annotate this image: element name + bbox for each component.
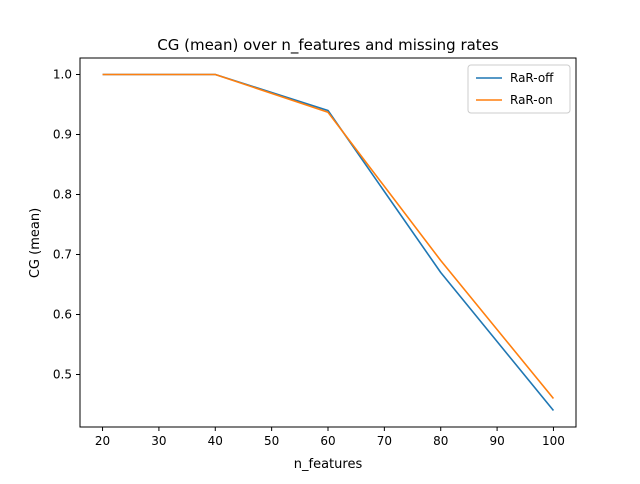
y-axis-label: CG (mean) xyxy=(28,208,43,278)
legend-label-rar-on: RaR-on xyxy=(510,93,553,107)
x-tick-label: 20 xyxy=(95,434,110,448)
x-tick-label: 70 xyxy=(377,434,392,448)
y-tick-label: 0.7 xyxy=(53,248,72,262)
series-lines xyxy=(102,73,555,412)
x-axis-label: n_features xyxy=(294,457,363,472)
y-tick-label: 0.5 xyxy=(53,368,72,382)
x-tick-label: 80 xyxy=(433,434,448,448)
y-tick-label: 0.9 xyxy=(53,128,72,142)
y-tick-label: 1.0 xyxy=(53,68,72,82)
x-tick-label: 100 xyxy=(542,434,565,448)
chart-title: CG (mean) over n_features and missing ra… xyxy=(157,36,499,55)
x-axis-ticks: 20 30 40 50 60 70 80 90 100 xyxy=(95,427,565,448)
legend-box xyxy=(467,64,571,114)
y-tick-label: 0.6 xyxy=(53,308,72,322)
x-tick-label: 50 xyxy=(264,434,279,448)
series-line-rar-on xyxy=(102,73,555,400)
x-tick-label: 40 xyxy=(208,434,223,448)
y-tick-label: 0.8 xyxy=(53,188,72,202)
y-axis-ticks: 0.5 0.6 0.7 0.8 0.9 1.0 xyxy=(53,68,80,382)
legend: RaR-off RaR-on xyxy=(467,64,571,114)
x-tick-label: 90 xyxy=(489,434,504,448)
x-tick-label: 60 xyxy=(320,434,335,448)
plot-area-frame xyxy=(79,57,577,428)
x-tick-label: 30 xyxy=(151,434,166,448)
legend-label-rar-off: RaR-off xyxy=(510,71,554,85)
